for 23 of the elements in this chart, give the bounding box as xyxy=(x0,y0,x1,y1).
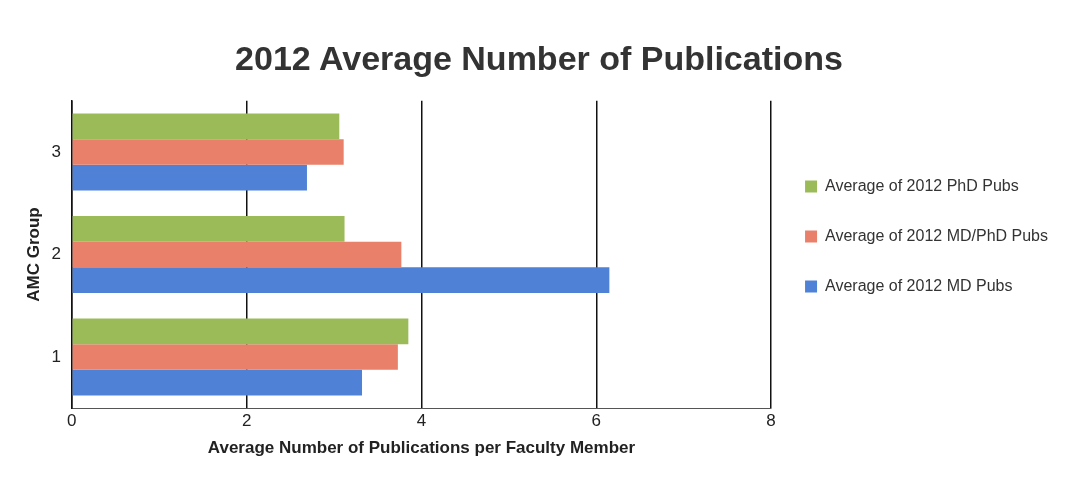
x-tick-label: 6 xyxy=(591,411,601,431)
legend-label: Average of 2012 MD/PhD Pubs xyxy=(825,226,1049,244)
x-tick-label: 8 xyxy=(766,411,776,431)
bar xyxy=(72,241,402,268)
bar xyxy=(72,139,344,165)
y-tick-label: 1 xyxy=(51,346,61,366)
bar xyxy=(72,164,307,191)
chart-title: 2012 Average Number of Publications xyxy=(235,38,843,77)
bar xyxy=(72,344,398,370)
y-axis-title: AMC Group xyxy=(23,207,43,302)
bar xyxy=(72,267,610,293)
bar xyxy=(72,113,340,140)
x-tick-label: 2 xyxy=(241,411,252,431)
x-tick-label: 0 xyxy=(67,411,77,431)
legend-label: Average of 2012 PhD Pubs xyxy=(825,176,1019,194)
legend-label: Average of 2012 MD Pubs xyxy=(825,276,1013,294)
bar xyxy=(72,369,363,396)
x-tick-label: 4 xyxy=(416,411,427,431)
bar xyxy=(72,216,345,242)
bar xyxy=(72,318,409,345)
x-axis-title: Average Number of Publications per Faculty Member xyxy=(207,438,636,458)
y-tick-label: 3 xyxy=(51,141,61,161)
y-tick-label: 2 xyxy=(51,244,61,264)
